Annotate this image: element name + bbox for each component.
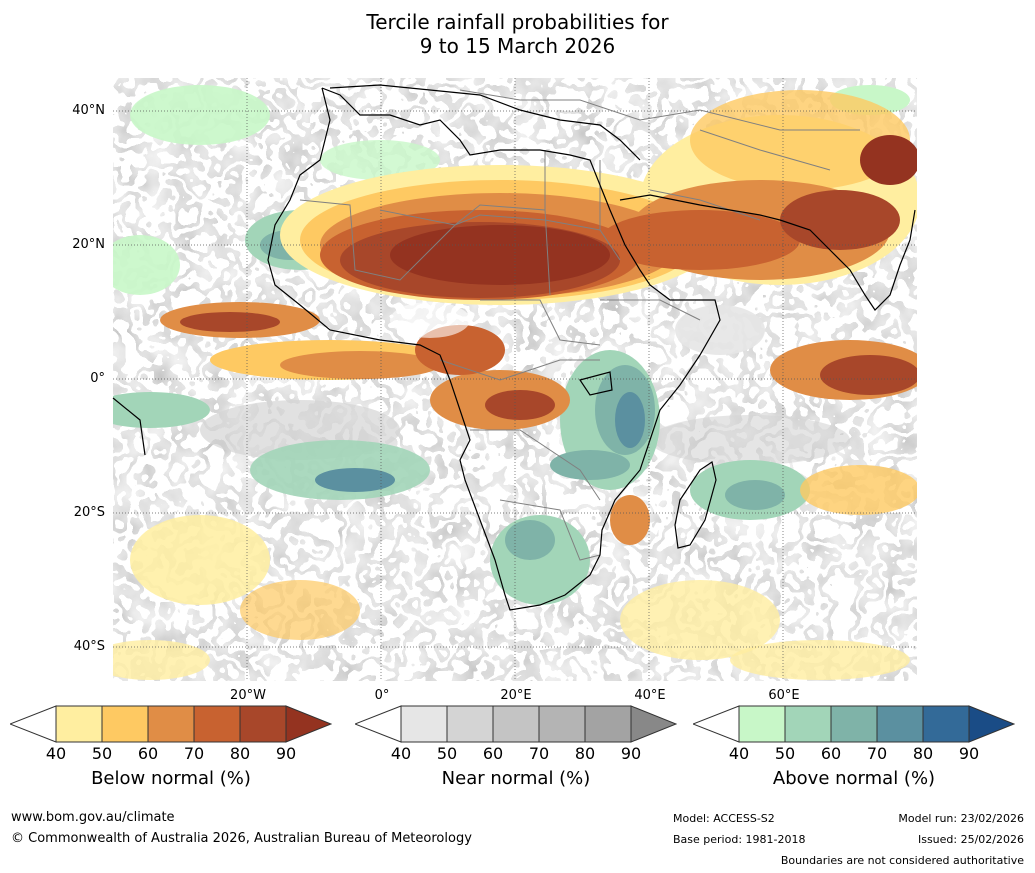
colorbar-below-tick-90: 90 <box>275 744 297 763</box>
colorbar-near-low-arrow <box>355 705 402 743</box>
lon-label-60e: 60°E <box>768 688 800 703</box>
colorbar-near-tick-90: 90 <box>620 744 642 763</box>
colorbar-above-label: Above normal (%) <box>772 768 936 789</box>
country-borders <box>299 89 860 561</box>
colorbar-below-tick-60: 60 <box>137 744 159 763</box>
colorbar-below-tick-40: 40 <box>45 744 67 763</box>
colorbar-above-bin-3 <box>830 705 878 743</box>
lat-label-40n: 40°N <box>72 103 105 118</box>
colorbar-above-bin-1 <box>738 705 786 743</box>
lon-label-40e: 40°E <box>634 688 666 703</box>
colorbar-near-bin-3 <box>492 705 540 743</box>
colorbar-near-tick-60: 60 <box>482 744 504 763</box>
colorbar-above-bin-5 <box>922 705 970 743</box>
footer-base-period: Base period: 1981-2018 <box>673 833 806 846</box>
footer-model: Model: ACCESS-S2 <box>673 812 775 825</box>
footer-issued: Issued: 25/02/2026 <box>917 833 1024 846</box>
colorbar-near-normal <box>355 705 677 743</box>
colorbar-above-normal <box>693 705 1015 743</box>
footer-model-run: Model run: 23/02/2026 <box>898 812 1024 825</box>
colorbar-below-high-arrow <box>285 705 332 743</box>
colorbar-below-low-arrow <box>10 705 57 743</box>
map-title-line1: Tercile rainfall probabilities for <box>366 10 669 34</box>
lat-label-equator: 0° <box>90 371 105 386</box>
colorbar-near-tick-40: 40 <box>390 744 412 763</box>
colorbar-below-bin-5 <box>239 705 287 743</box>
colorbar-below-tick-70: 70 <box>183 744 205 763</box>
colorbar-near-bin-2 <box>446 705 494 743</box>
map-field <box>113 78 917 681</box>
colorbar-above-tick-90: 90 <box>958 744 980 763</box>
colorbar-near-bin-1 <box>400 705 448 743</box>
lat-label-20s: 20°S <box>73 505 105 520</box>
footer-disclaimer: Boundaries are not considered authoritat… <box>780 854 1024 867</box>
colorbar-above-high-arrow <box>968 705 1015 743</box>
colorbar-near-label: Near normal (%) <box>441 768 591 789</box>
colorbar-near-tick-70: 70 <box>528 744 550 763</box>
colorbar-below-bin-3 <box>147 705 195 743</box>
footer-copyright: © Commonwealth of Australia 2026, Austra… <box>11 831 472 846</box>
map-graticule <box>113 78 917 681</box>
lon-label-0: 0° <box>374 688 390 703</box>
colorbar-below-label: Below normal (%) <box>91 768 251 789</box>
colorbar-below-bin-1 <box>55 705 103 743</box>
lon-label-20w: 20°W <box>230 688 266 703</box>
colorbar-near-tick-50: 50 <box>436 744 458 763</box>
colorbar-above-tick-70: 70 <box>866 744 888 763</box>
map-title-line2: 9 to 15 March 2026 <box>419 34 616 58</box>
colorbar-below-tick-80: 80 <box>229 744 251 763</box>
coastlines <box>112 84 916 611</box>
rainfall-probability-map <box>112 78 917 681</box>
colorbar-near-bin-4 <box>538 705 586 743</box>
colorbar-above-low-arrow <box>693 705 740 743</box>
colorbar-near-tick-80: 80 <box>574 744 596 763</box>
colorbar-above-tick-80: 80 <box>912 744 934 763</box>
colorbar-below-bin-2 <box>101 705 149 743</box>
colorbar-below-normal <box>10 705 332 743</box>
footer-website: www.bom.gov.au/climate <box>11 810 175 825</box>
colorbar-near-high-arrow <box>630 705 677 743</box>
lat-label-40s: 40°S <box>73 639 105 654</box>
colorbar-above-tick-50: 50 <box>774 744 796 763</box>
colorbar-below-tick-50: 50 <box>91 744 113 763</box>
lat-label-20n: 20°N <box>72 237 105 252</box>
colorbar-near-bin-5 <box>584 705 632 743</box>
colorbar-above-tick-60: 60 <box>820 744 842 763</box>
colorbar-above-bin-4 <box>876 705 924 743</box>
colorbar-above-bin-2 <box>784 705 832 743</box>
lon-label-20e: 20°E <box>500 688 532 703</box>
colorbar-below-bin-4 <box>193 705 241 743</box>
colorbar-above-tick-40: 40 <box>728 744 750 763</box>
